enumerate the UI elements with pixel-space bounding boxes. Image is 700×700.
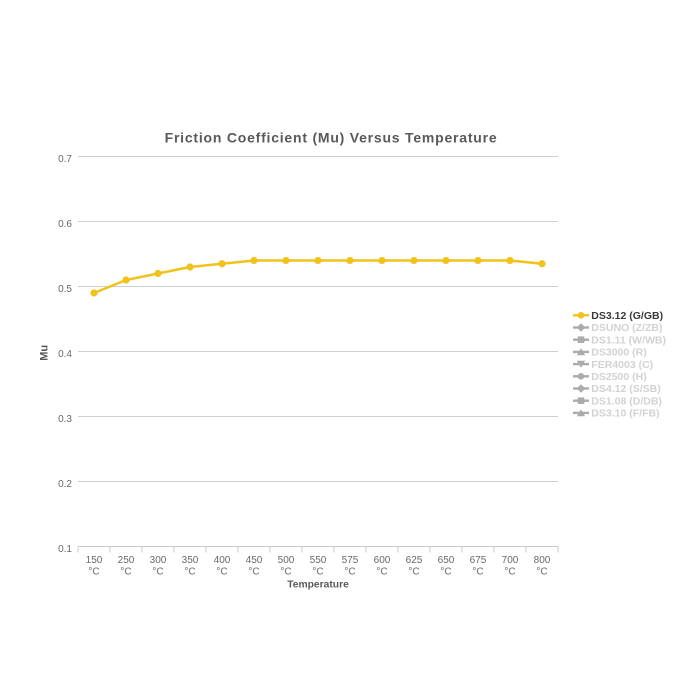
svg-text:DS3.12 (G/GB): DS3.12 (G/GB) (591, 310, 663, 322)
svg-text:0.6: 0.6 (58, 219, 72, 230)
svg-text:FER4003 (C): FER4003 (C) (591, 359, 653, 371)
svg-text:550: 550 (310, 555, 327, 566)
svg-text:°C: °C (152, 566, 163, 577)
svg-text:°C: °C (120, 566, 131, 577)
svg-text:°C: °C (216, 566, 227, 577)
svg-text:625: 625 (406, 555, 423, 566)
svg-text:0.5: 0.5 (58, 284, 72, 295)
svg-text:450: 450 (246, 555, 263, 566)
svg-text:°C: °C (248, 566, 259, 577)
svg-text:DS3000 (R): DS3000 (R) (591, 347, 646, 359)
svg-text:DS3.10 (F/FB): DS3.10 (F/FB) (591, 408, 659, 420)
svg-text:0.4: 0.4 (58, 349, 72, 360)
svg-text:DS4.12 (S/SB): DS4.12 (S/SB) (591, 383, 660, 395)
svg-text:DSUNO (Z/ZB): DSUNO (Z/ZB) (591, 322, 662, 334)
svg-text:°C: °C (312, 566, 323, 577)
svg-text:°C: °C (88, 566, 99, 577)
svg-text:DS2500 (H): DS2500 (H) (591, 371, 646, 383)
svg-text:300: 300 (150, 555, 167, 566)
svg-text:700: 700 (502, 555, 519, 566)
svg-text:°C: °C (184, 566, 195, 577)
svg-text:675: 675 (470, 555, 487, 566)
svg-text:Temperature: Temperature (287, 580, 349, 591)
svg-text:Mu: Mu (39, 345, 51, 361)
svg-text:400: 400 (214, 555, 231, 566)
svg-text:250: 250 (118, 555, 135, 566)
svg-text:0.2: 0.2 (58, 479, 72, 490)
svg-text:575: 575 (342, 555, 359, 566)
svg-text:0.1: 0.1 (58, 544, 72, 555)
svg-text:°C: °C (376, 566, 387, 577)
svg-text:0.3: 0.3 (58, 414, 72, 425)
svg-text:°C: °C (504, 566, 515, 577)
svg-text:Friction Coefficient (Mu) Vers: Friction Coefficient (Mu) Versus Tempera… (165, 130, 498, 146)
svg-text:800: 800 (534, 555, 551, 566)
svg-text:°C: °C (440, 566, 451, 577)
svg-text:0.7: 0.7 (58, 154, 72, 165)
svg-text:°C: °C (280, 566, 291, 577)
svg-text:°C: °C (408, 566, 419, 577)
svg-text:650: 650 (438, 555, 455, 566)
svg-text:DS1.11 (W/WB): DS1.11 (W/WB) (591, 334, 666, 346)
svg-text:150: 150 (86, 555, 103, 566)
svg-text:DS1.08 (D/DB): DS1.08 (D/DB) (591, 395, 662, 407)
svg-text:°C: °C (472, 566, 483, 577)
svg-text:500: 500 (278, 555, 295, 566)
svg-text:°C: °C (344, 566, 355, 577)
svg-text:°C: °C (536, 566, 547, 577)
svg-text:350: 350 (182, 555, 199, 566)
svg-text:600: 600 (374, 555, 391, 566)
